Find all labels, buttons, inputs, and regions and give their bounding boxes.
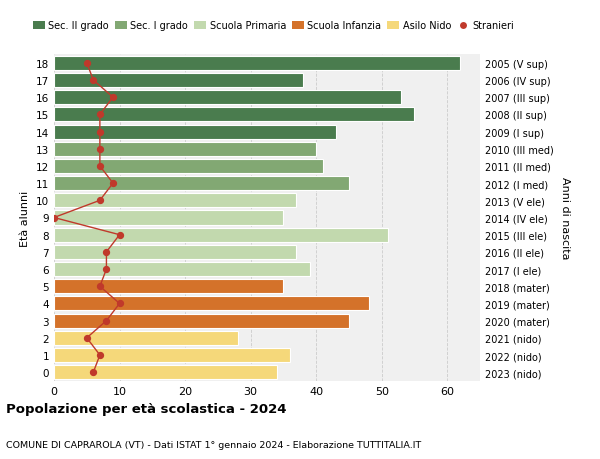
Point xyxy=(82,335,92,342)
Point xyxy=(49,214,59,222)
Bar xyxy=(54,331,238,345)
Point xyxy=(95,163,104,170)
Point xyxy=(95,283,104,290)
Bar xyxy=(54,365,277,380)
Bar xyxy=(54,125,336,139)
Bar xyxy=(54,211,283,225)
Y-axis label: Anni di nascita: Anni di nascita xyxy=(560,177,570,259)
Bar xyxy=(54,245,296,259)
Point xyxy=(89,77,98,84)
Point xyxy=(82,60,92,67)
Point xyxy=(95,129,104,136)
Point xyxy=(108,94,118,101)
Point xyxy=(95,112,104,119)
Point xyxy=(101,249,111,256)
Bar xyxy=(54,142,316,157)
Bar xyxy=(54,280,283,294)
Point xyxy=(101,317,111,325)
Bar xyxy=(54,228,388,242)
Bar xyxy=(54,177,349,191)
Bar xyxy=(54,297,368,311)
Point xyxy=(115,300,124,308)
Text: Popolazione per età scolastica - 2024: Popolazione per età scolastica - 2024 xyxy=(6,403,287,415)
Bar xyxy=(54,194,296,208)
Bar xyxy=(54,91,401,105)
Point xyxy=(95,352,104,359)
Bar xyxy=(54,56,460,71)
Bar xyxy=(54,263,310,276)
Bar xyxy=(54,74,303,88)
Legend: Sec. II grado, Sec. I grado, Scuola Primaria, Scuola Infanzia, Asilo Nido, Stran: Sec. II grado, Sec. I grado, Scuola Prim… xyxy=(29,17,518,35)
Point xyxy=(95,146,104,153)
Point xyxy=(95,197,104,205)
Bar xyxy=(54,314,349,328)
Y-axis label: Età alunni: Età alunni xyxy=(20,190,31,246)
Point xyxy=(108,180,118,187)
Point xyxy=(89,369,98,376)
Bar xyxy=(54,160,323,174)
Text: COMUNE DI CAPRAROLA (VT) - Dati ISTAT 1° gennaio 2024 - Elaborazione TUTTITALIA.: COMUNE DI CAPRAROLA (VT) - Dati ISTAT 1°… xyxy=(6,440,421,449)
Point xyxy=(115,231,124,239)
Bar xyxy=(54,108,415,122)
Bar xyxy=(54,348,290,362)
Point xyxy=(101,266,111,273)
